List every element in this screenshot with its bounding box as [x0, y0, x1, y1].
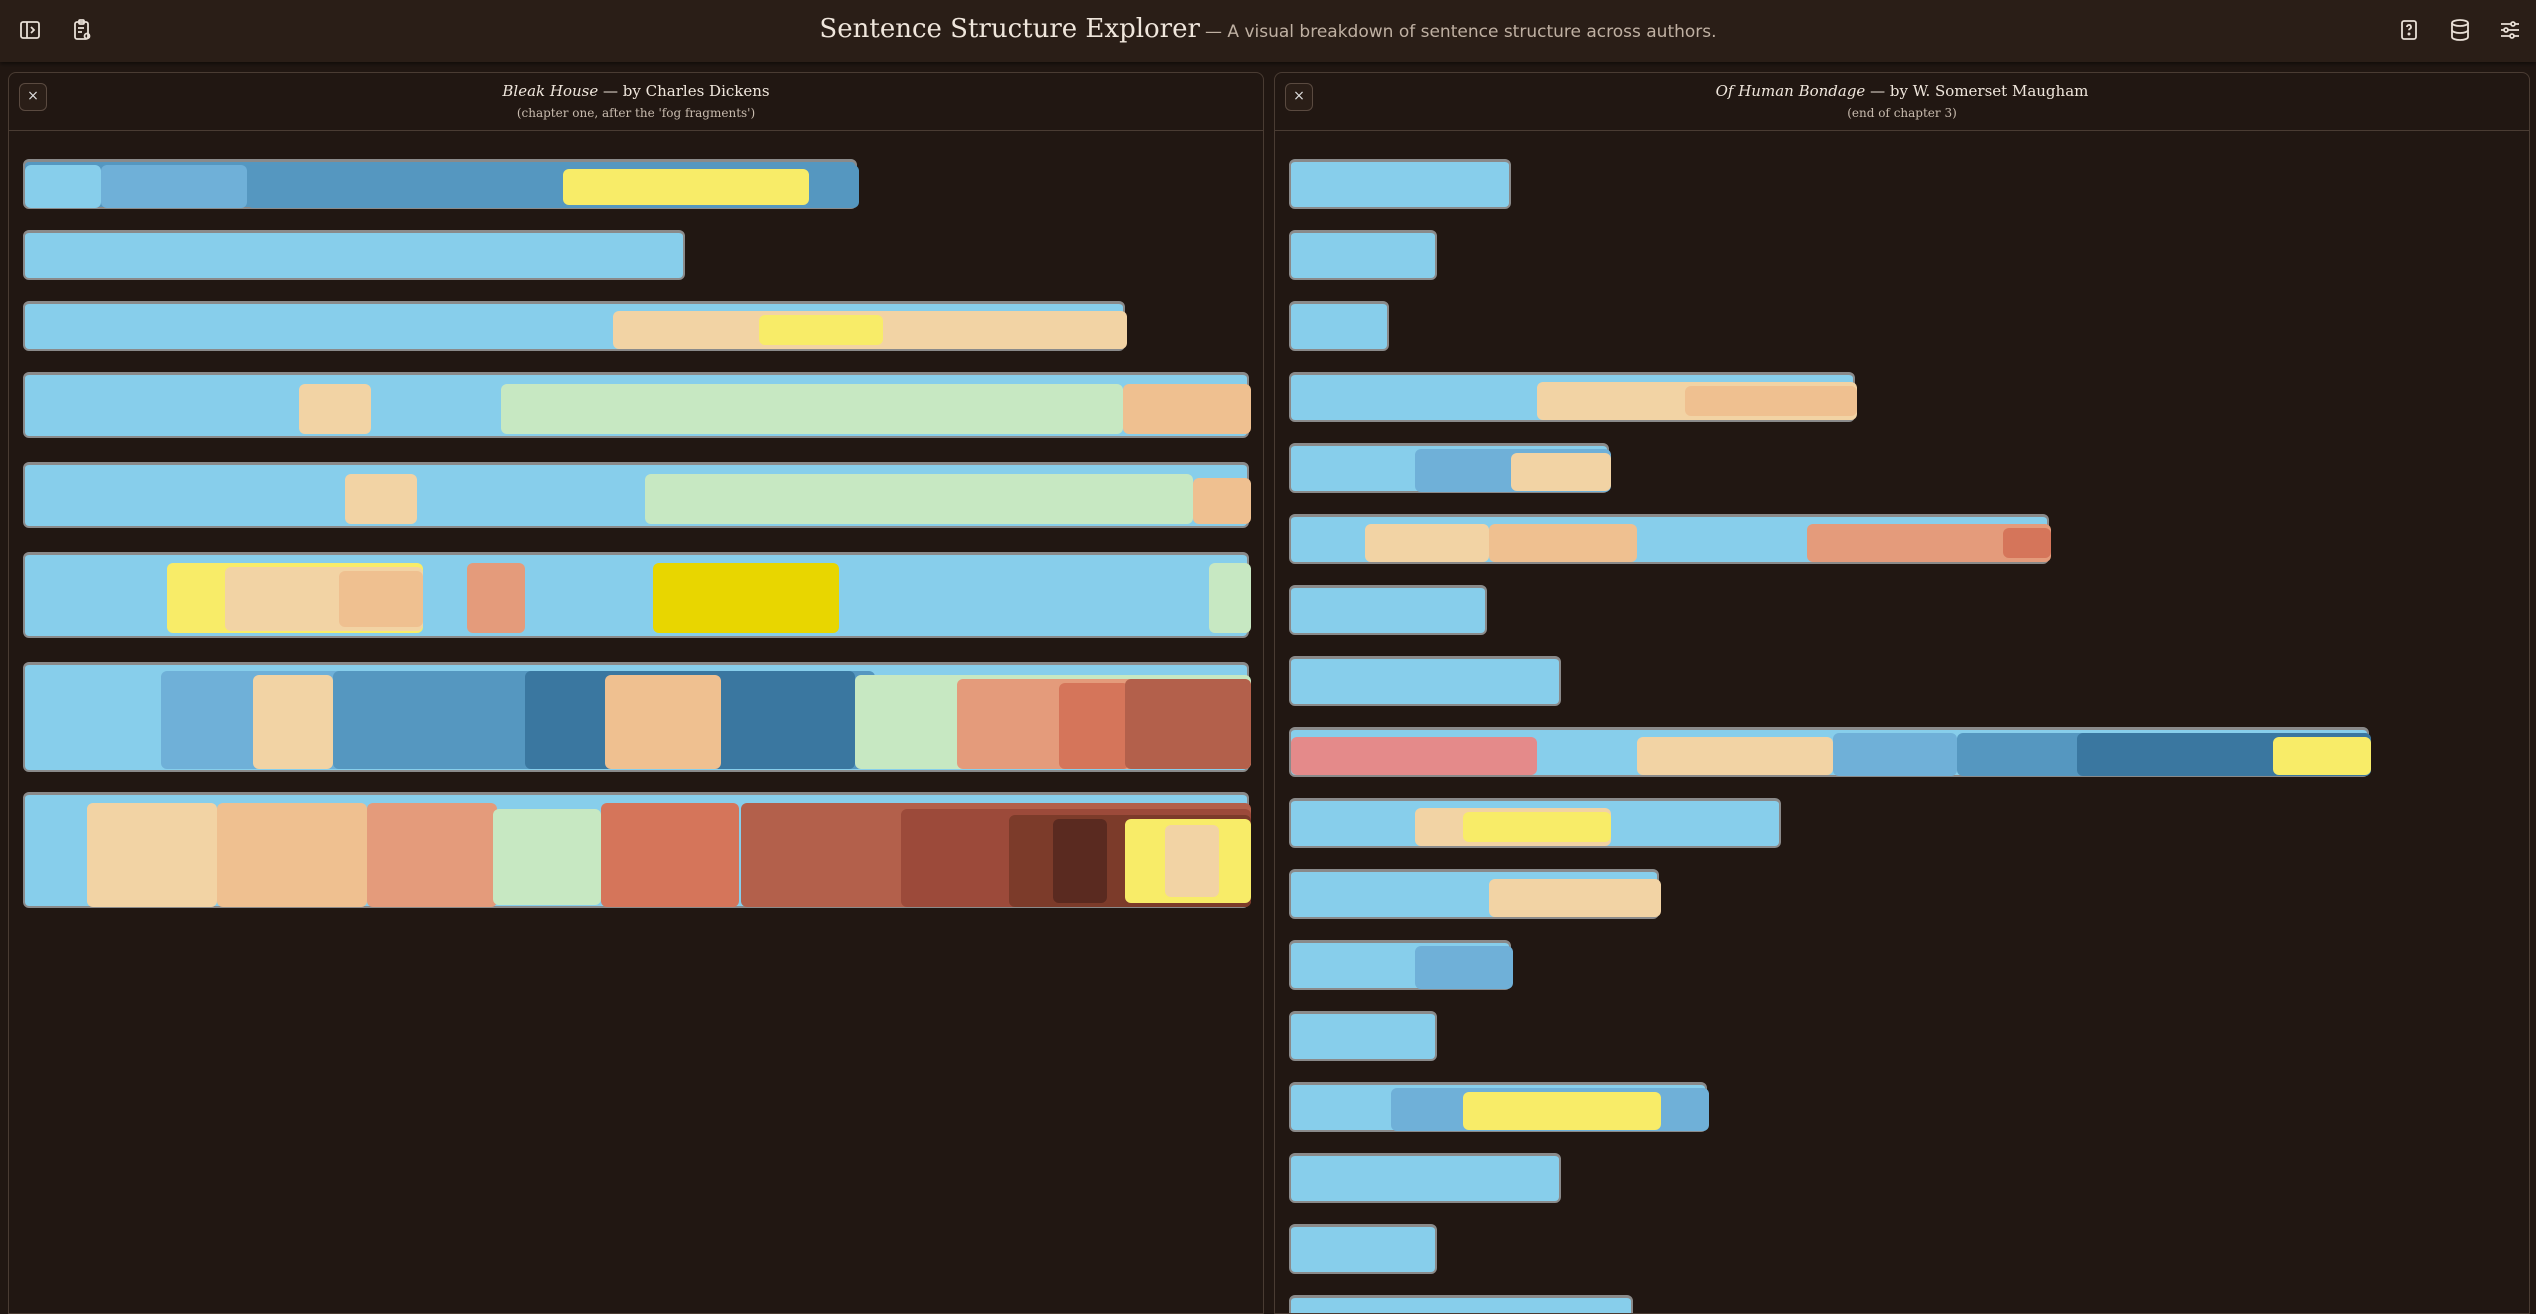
left-sentence-segment[interactable] — [501, 384, 1123, 434]
left-sentence-segment[interactable] — [367, 803, 497, 907]
left-sentence-segment[interactable] — [25, 165, 101, 208]
help-book-icon[interactable] — [2393, 14, 2425, 46]
right-sentence-segment[interactable] — [1415, 946, 1513, 989]
right-sentence-segment[interactable] — [1489, 879, 1661, 917]
right-sentence-bar[interactable] — [1289, 585, 1487, 635]
right-sentence-bar[interactable] — [1289, 514, 2051, 564]
left-sentence-bar[interactable] — [23, 301, 1127, 351]
left-sentence-bar[interactable] — [23, 662, 1251, 772]
right-sentence-bar[interactable] — [1289, 727, 2371, 777]
right-panel-header: × Of Human Bondage — by W. Somerset Maug… — [1275, 73, 2529, 131]
right-sentence-segment[interactable] — [2273, 737, 2371, 775]
right-sentence-segment[interactable] — [1463, 812, 1611, 842]
right-panel-note: (end of chapter 3) — [1847, 106, 1957, 120]
left-sentence-bar[interactable] — [23, 462, 1251, 528]
left-sentence-segment[interactable] — [601, 803, 739, 907]
top-bar: Sentence Structure Explorer — A visual b… — [0, 0, 2536, 62]
database-icon[interactable] — [2444, 14, 2476, 46]
left-panel-header: × Bleak House — by Charles Dickens (chap… — [9, 73, 1263, 131]
right-sentence-segment[interactable] — [1365, 524, 1489, 562]
right-sentence-bar[interactable] — [1289, 159, 1511, 209]
right-sentence-bar[interactable] — [1289, 443, 1611, 493]
left-sentence-segment[interactable] — [253, 675, 333, 769]
app-subtitle: — A visual breakdown of sentence structu… — [1205, 22, 1717, 42]
right-sentence-segment[interactable] — [1291, 737, 1537, 775]
left-sentence-segment[interactable] — [101, 165, 247, 208]
left-sentence-segment[interactable] — [645, 474, 1193, 524]
right-sentence-segment[interactable] — [1489, 524, 1637, 562]
left-book-title: Bleak House — [502, 82, 599, 100]
right-sentence-bar[interactable] — [1289, 1011, 1437, 1061]
left-sentence-segment[interactable] — [217, 803, 367, 907]
left-sentence-segment[interactable] — [1165, 825, 1219, 897]
left-sentence-bar[interactable] — [23, 372, 1251, 438]
left-sentence-segment[interactable] — [605, 675, 721, 769]
right-sentence-bar[interactable] — [1289, 230, 1437, 280]
left-sentence-segment[interactable] — [563, 169, 809, 205]
left-sentence-bar[interactable] — [23, 159, 859, 209]
right-sentence-bar[interactable] — [1289, 940, 1513, 990]
right-sentence-segment[interactable] — [1637, 737, 1833, 775]
left-sentence-segment[interactable] — [1123, 384, 1251, 434]
left-sentence-segment[interactable] — [759, 315, 883, 345]
right-sentence-bar[interactable] — [1289, 869, 1661, 919]
right-sentence-segment[interactable] — [1685, 386, 1857, 416]
right-sentence-bar[interactable] — [1289, 1224, 1437, 1274]
left-sentence-segment[interactable] — [653, 563, 839, 633]
left-sentence-segment[interactable] — [339, 571, 423, 627]
left-sentence-bar[interactable] — [23, 230, 685, 280]
right-sentence-bar[interactable] — [1289, 798, 1781, 848]
right-sentence-bar[interactable] — [1289, 301, 1389, 351]
left-sentence-bar[interactable] — [23, 552, 1251, 638]
left-panel: × Bleak House — by Charles Dickens (chap… — [8, 72, 1264, 1314]
clipboard-settings-icon[interactable] — [66, 14, 98, 46]
left-panel-title: Bleak House — by Charles Dickens — [9, 82, 1263, 100]
left-sentence-segment[interactable] — [345, 474, 417, 524]
right-sentence-segment[interactable] — [1463, 1092, 1661, 1130]
right-sentence-bar[interactable] — [1289, 1153, 1561, 1203]
left-sentence-segment[interactable] — [1125, 679, 1251, 769]
left-sentence-segment[interactable] — [1209, 563, 1251, 633]
left-sentence-segment[interactable] — [467, 563, 525, 633]
sliders-icon[interactable] — [2494, 14, 2526, 46]
right-sentence-bar[interactable] — [1289, 1082, 1709, 1132]
right-close-button[interactable]: × — [1285, 83, 1313, 111]
right-panel: × Of Human Bondage — by W. Somerset Maug… — [1274, 72, 2530, 1314]
left-book-author: — by Charles Dickens — [598, 82, 770, 100]
right-sentence-segment[interactable] — [1511, 453, 1611, 491]
right-sentence-bar[interactable] — [1289, 372, 1857, 422]
right-sentence-bar[interactable] — [1289, 656, 1561, 706]
right-book-title: Of Human Bondage — [1715, 82, 1866, 100]
left-sentence-bar[interactable] — [23, 792, 1251, 908]
left-sentence-segment[interactable] — [1053, 819, 1107, 903]
sidebar-toggle-icon[interactable] — [14, 14, 46, 46]
app-title-wrap: Sentence Structure Explorer — A visual b… — [0, 14, 2536, 44]
left-sentence-segment[interactable] — [25, 671, 161, 769]
right-sentence-segment[interactable] — [1833, 733, 1957, 776]
left-sentence-segment[interactable] — [299, 384, 371, 434]
left-sentence-segment[interactable] — [1193, 478, 1251, 524]
right-panel-title: Of Human Bondage — by W. Somerset Maugha… — [1275, 82, 2529, 100]
app-title: Sentence Structure Explorer — [819, 14, 1200, 44]
left-panel-note: (chapter one, after the 'fog fragments') — [516, 106, 756, 120]
left-sentence-segment[interactable] — [87, 803, 217, 907]
left-sentence-segment[interactable] — [493, 809, 601, 905]
right-sentence-segment[interactable] — [2003, 528, 2051, 558]
left-sentence-segment[interactable] — [1059, 683, 1129, 769]
right-book-author: — by W. Somerset Maugham — [1865, 82, 2089, 100]
left-close-button[interactable]: × — [19, 83, 47, 111]
